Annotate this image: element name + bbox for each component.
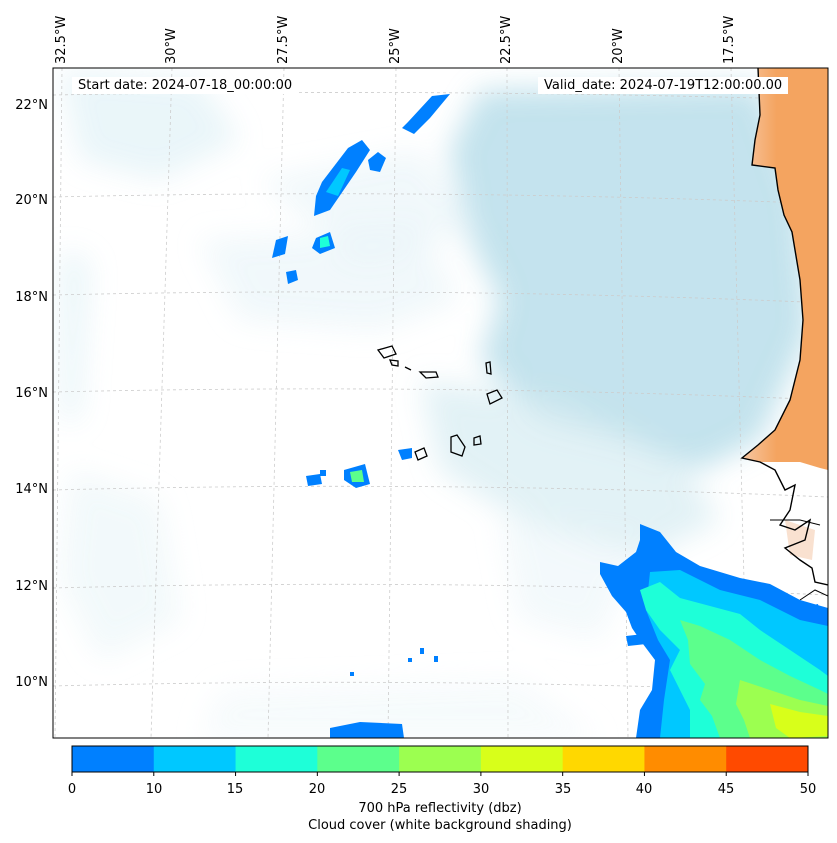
island-boa-vista (486, 389, 503, 405)
colorbar-swatch (399, 746, 482, 772)
colorbar-tick-label-0: 0 (67, 782, 77, 797)
lat-label-12n: 12°N (15, 579, 48, 594)
lat-label-20n: 20°N (15, 193, 48, 208)
colorbar-tick-label-35: 35 (554, 782, 572, 797)
colorbar-tick-label-25: 25 (390, 782, 408, 797)
lat-label-10n: 10°N (15, 675, 48, 690)
valid-date-label: Valid_date: 2024-07-19T12:00:00.00 (538, 77, 789, 94)
lon-label-27-5w: 27.5°W (276, 15, 291, 64)
lon-label-25w: 25°W (388, 28, 403, 64)
island-santiago (450, 434, 466, 457)
island-santo-antao (376, 345, 397, 359)
colorbar-subtitle: Cloud cover (white background shading) (308, 818, 572, 833)
lon-label-22-5w: 22.5°W (499, 15, 514, 64)
colorbar-tick-label-50: 50 (799, 782, 817, 797)
colorbar-frame (71, 745, 809, 773)
cape-verde-islands (376, 345, 503, 461)
southeast-storm-complex (600, 524, 828, 738)
island-fogo (414, 447, 428, 461)
lon-label-30w: 30°W (164, 28, 179, 64)
island-sao-vicente (388, 359, 399, 367)
lat-label-18n: 18°N (15, 290, 48, 305)
reflectivity-cells (272, 94, 828, 738)
colorbar-swatch (562, 746, 645, 772)
island-sal (485, 361, 492, 375)
lat-label-14n: 14°N (15, 482, 48, 497)
colorbar-swatch (72, 746, 155, 772)
colorbar-tick-label-15: 15 (226, 782, 244, 797)
lon-label-32-5w: 32.5°W (54, 15, 69, 64)
map-frame (52, 67, 829, 739)
lon-label-17-5w: 17.5°W (722, 15, 737, 64)
colorbar (71, 745, 809, 776)
lat-label-22n: 22°N (15, 98, 48, 113)
colorbar-tick-label-40: 40 (635, 782, 653, 797)
lon-label-20w: 20°W (611, 28, 626, 64)
colorbar-swatch (644, 746, 727, 772)
lat-label-16n: 16°N (15, 386, 48, 401)
colorbar-tick-label-10: 10 (145, 782, 163, 797)
colorbar-tick-label-30: 30 (472, 782, 490, 797)
island-maio (473, 435, 482, 446)
colorbar-swatch (317, 746, 400, 772)
cloud-cover-shading (60, 70, 810, 738)
map-area (53, 68, 828, 738)
colorbar-tick-label-20: 20 (308, 782, 326, 797)
colorbar-title: 700 hPa reflectivity (dbz) (358, 801, 522, 816)
colorbar-swatch (153, 746, 237, 772)
colorbar-tick-label-45: 45 (717, 782, 735, 797)
colorbar-swatch (480, 746, 564, 772)
island-sao-nicolau (418, 371, 439, 379)
colorbar-swatch (726, 746, 809, 772)
start-date-label: Start date: 2024-07-18_00:00:00 (72, 77, 299, 94)
island-santa-luzia (404, 366, 412, 371)
africa-land (740, 68, 828, 616)
colorbar-swatch (235, 746, 318, 772)
